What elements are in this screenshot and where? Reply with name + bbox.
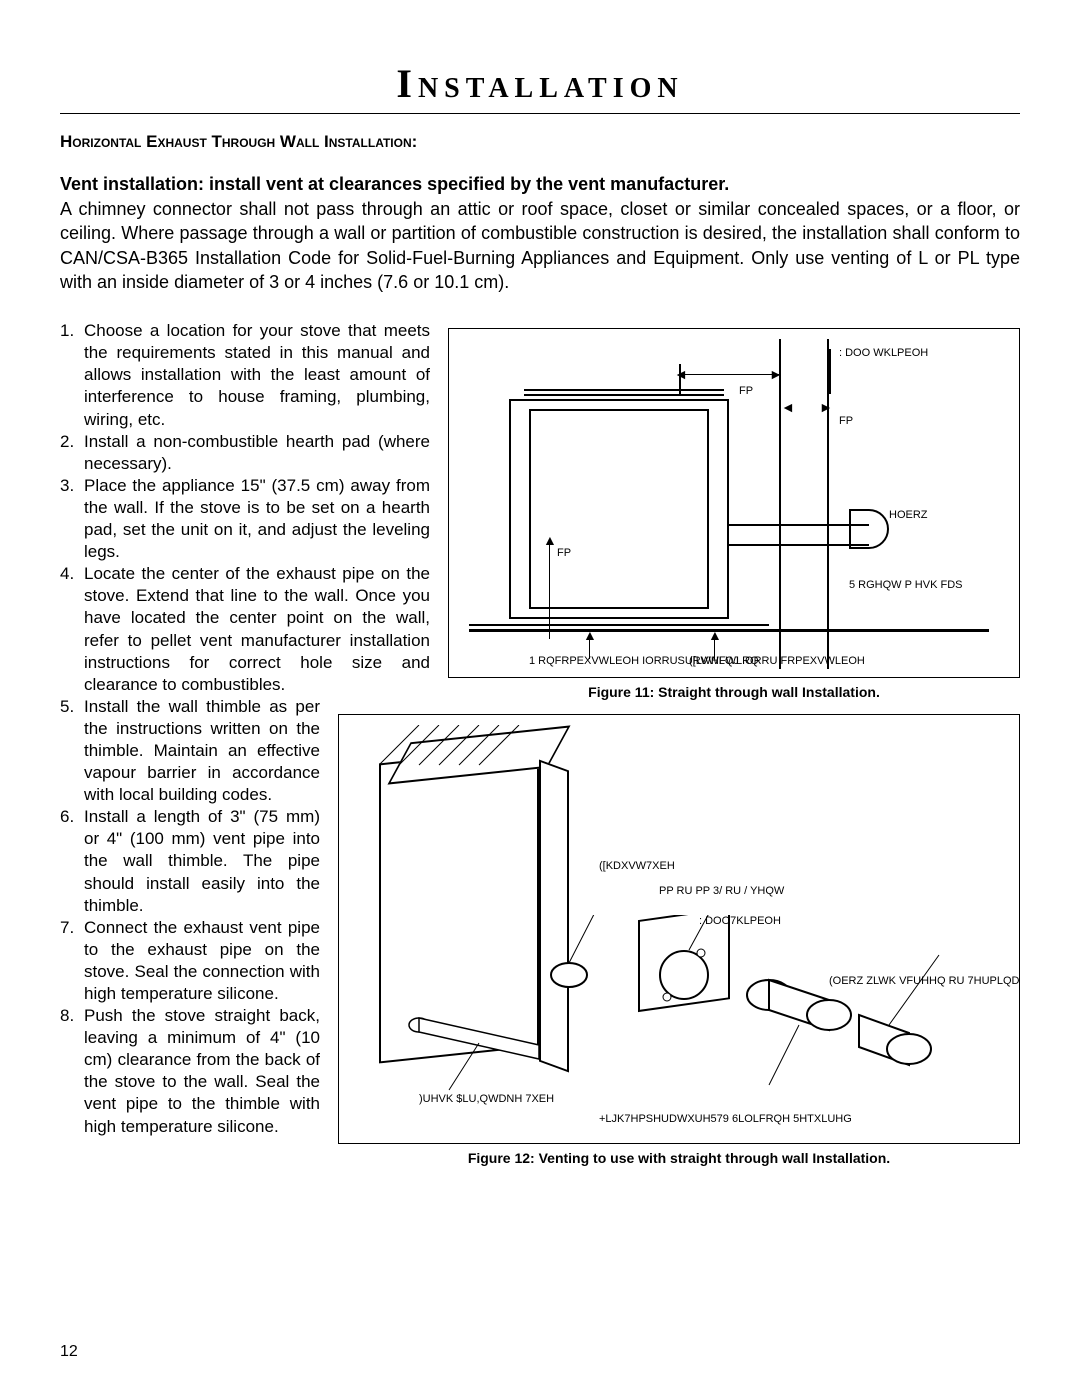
figure-11: ◄ ► ◄ ► ▲ ▲ ▲ : DOO WKLPEOH FP FP FP HOE… [448,328,1020,678]
step-text: Place the appliance 15" (37.5 cm) away f… [84,475,430,563]
intro-bold: Vent installation: install vent at clear… [60,174,1020,195]
fig2-label-silicone: +LJK7HPSHUDWXUH579 6LOLFRQH 5HTXLUHG [599,1113,852,1125]
page-number: 12 [60,1343,78,1361]
figure-11-caption: Figure 11: Straight through wall Install… [448,684,1020,700]
step-number: 7. [60,917,84,1005]
step-number: 2. [60,431,84,475]
fig2-label-wall-thimble: : DOO7KLPEOH [699,915,781,927]
step-number: 8. [60,1005,84,1138]
step-number: 1. [60,320,84,430]
fig2-label-elbow-screen: (OERZ ZLWK VFUHHQ RU 7HUPLQDWLRQ &DS [829,975,1020,987]
step-item: 1.Choose a location for your stove that … [60,320,430,430]
step-text: Install a non-combustible hearth pad (wh… [84,431,430,475]
step-number: 3. [60,475,84,563]
step-item: 2.Install a non-combustible hearth pad (… [60,431,430,475]
fig1-label-elbow: HOERZ [889,509,928,521]
fig1-label-existing: ([LVWLQJ IORRU FRPEXVWLEOH [689,655,865,667]
page-title: Installation [60,60,1020,107]
figure-12: ([KDXVW7XEH PP RU PP 3/ RU / YHQW : DOO7… [338,714,1020,1144]
fig2-label-fresh-air: )UHVK $LU,QWDNH 7XEH [419,1093,554,1105]
fig1-label-cm2: FP [839,415,853,427]
step-text: Locate the center of the exhaust pipe on… [84,563,430,696]
fig1-label-cm1: FP [739,385,753,397]
step-text: Choose a location for your stove that me… [84,320,430,430]
section-heading: Horizontal Exhaust Through Wall Installa… [60,132,1020,152]
step-item: 3.Place the appliance 15" (37.5 cm) away… [60,475,430,563]
fig2-label-vent-size: PP RU PP 3/ RU / YHQW [659,885,784,897]
fig1-label-cm3: FP [557,547,571,559]
step-number: 5. [60,696,84,806]
title-rule [60,113,1020,114]
step-number: 6. [60,806,84,916]
fig1-label-wall-thimble: : DOO WKLPEOH [839,347,928,359]
step-number: 4. [60,563,84,696]
figures-column: ◄ ► ◄ ► ▲ ▲ ▲ : DOO WKLPEOH FP FP FP HOE… [448,320,1020,1166]
intro-body: A chimney connector shall not pass throu… [60,197,1020,294]
content-row: 1.Choose a location for your stove that … [60,320,1020,1166]
figure-12-caption: Figure 12: Venting to use with straight … [338,1150,1020,1166]
step-item: 4.Locate the center of the exhaust pipe … [60,563,430,696]
fig2-label-exhaust-tube: ([KDXVW7XEH [599,860,675,872]
fig1-label-rodent: 5 RGHQW P HVK FDS [849,579,962,591]
